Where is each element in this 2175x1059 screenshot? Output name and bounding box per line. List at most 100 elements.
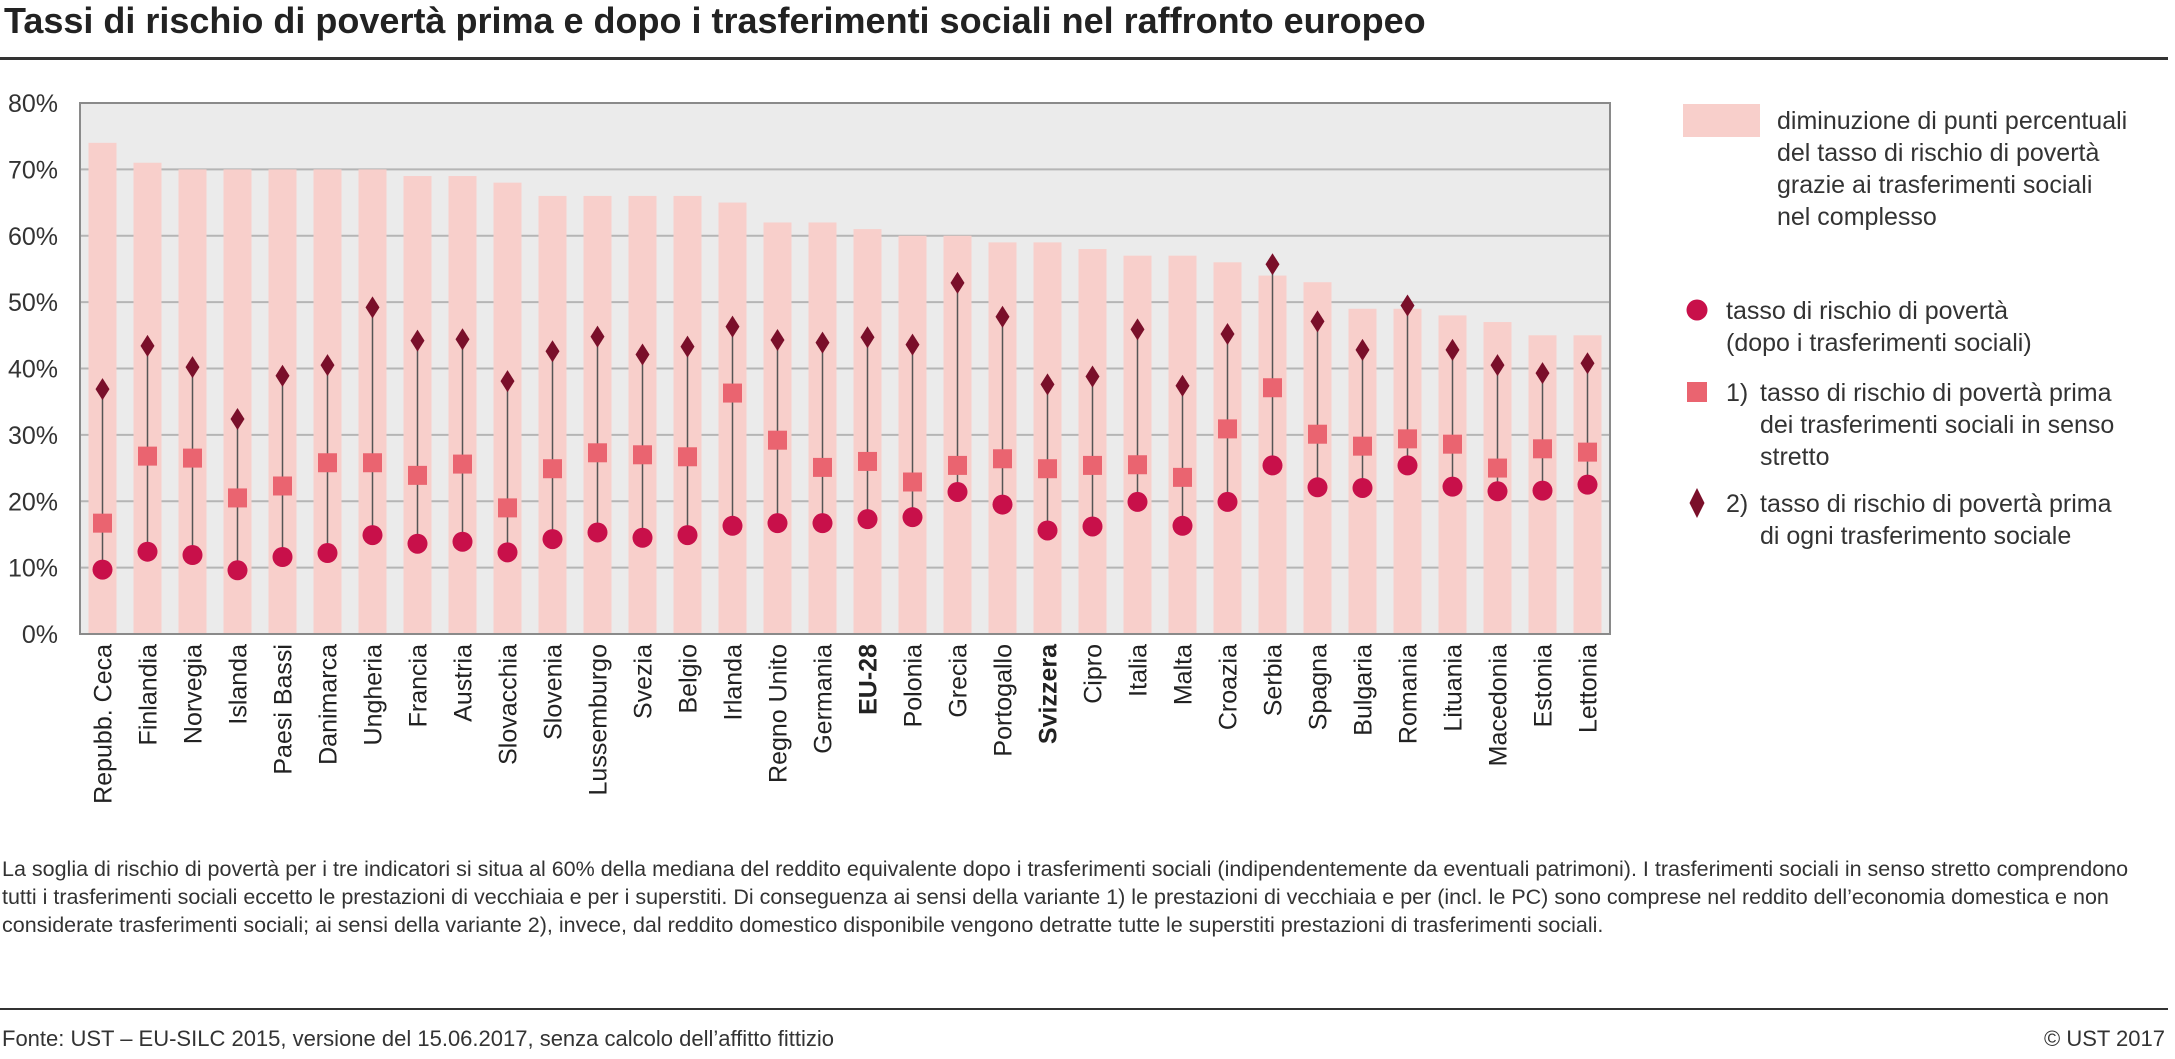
legend-circle-line: tasso di rischio di povertà — [1726, 297, 2009, 325]
title-rule — [0, 57, 2168, 60]
footnote: La soglia di rischio di povertà per i tr… — [2, 857, 2129, 937]
x-tick-label: Cipro — [1080, 644, 1108, 704]
circle-point — [317, 543, 338, 564]
legend-symbols — [1683, 104, 1760, 518]
diamond-point — [275, 364, 290, 387]
y-tick-label: 40% — [8, 356, 58, 384]
y-tick-label: 0% — [22, 621, 58, 649]
legend-bar-line: nel complesso — [1777, 203, 1937, 231]
square-point — [1263, 378, 1282, 398]
legend-bar-line: del tasso di rischio di povertà — [1777, 139, 2100, 167]
y-tick-label: 30% — [8, 422, 58, 450]
circle-point — [767, 513, 788, 534]
circle-point — [407, 533, 428, 554]
diamond-point — [1535, 362, 1550, 385]
square-point — [1353, 436, 1372, 456]
x-tick-label: Romania — [1395, 644, 1423, 744]
circle-point — [137, 541, 158, 562]
circle-point — [272, 547, 293, 568]
diamond-point — [500, 370, 515, 393]
legend-bar-swatch — [1683, 104, 1760, 137]
legend-circle-label: tasso di rischio di povertà (dopo i tras… — [1726, 295, 2032, 359]
diamond-point — [1400, 294, 1415, 317]
circle-point — [1442, 476, 1463, 497]
diamond-point — [635, 343, 650, 366]
diamond-point — [680, 335, 695, 358]
x-tick-label: Italia — [1125, 644, 1153, 697]
x-tick-label: Repubb. Ceca — [90, 644, 118, 804]
x-tick-label: Regno Unito — [765, 644, 793, 783]
source-text: Fonte: UST – EU-SILC 2015, versione del … — [2, 1026, 834, 1051]
x-axis: Repubb. Ceca Finlandia Norvegia Islanda Paes… — [90, 643, 1603, 804]
x-tick-label: Svizzera — [1035, 643, 1063, 744]
circle-point — [1172, 515, 1193, 536]
circle-point — [497, 542, 518, 563]
chart-area: 0% 10% 20% 30% 40% 50% 60% 70% 80% Repubb. Ceca F… — [8, 90, 1611, 804]
x-tick-label: Slovacchia — [495, 644, 523, 765]
circle-point — [1217, 491, 1238, 512]
circle-point — [677, 525, 698, 546]
diamond-point — [1040, 373, 1055, 396]
x-tick-label: Macedonia — [1485, 644, 1513, 766]
circle-point — [632, 527, 653, 548]
square-point — [1038, 459, 1057, 479]
diamond-point — [1445, 338, 1460, 361]
circle-point — [1262, 455, 1283, 476]
x-tick-label: Danimarca — [315, 644, 343, 765]
circle-point — [1352, 477, 1373, 498]
square-point — [453, 454, 472, 474]
square-point — [273, 476, 292, 496]
square-point — [948, 455, 967, 475]
circle-point — [182, 545, 203, 566]
x-tick-label: Svezia — [630, 644, 658, 719]
square-point — [1533, 439, 1552, 459]
diamond-point — [365, 296, 380, 319]
legend-bar-line: grazie ai trasferimenti sociali — [1777, 171, 2093, 199]
square-point — [1218, 419, 1237, 439]
diamond-point — [230, 407, 245, 430]
circle-point — [857, 509, 878, 530]
x-tick-label: Lituania — [1440, 644, 1468, 732]
square-point — [1488, 458, 1507, 478]
square-point — [723, 383, 742, 403]
circle-point — [1397, 455, 1418, 476]
circle-point — [452, 531, 473, 552]
legend-square-line: tasso di rischio di povertà prima — [1760, 379, 2112, 407]
square-point — [1308, 424, 1327, 444]
diamond-point — [1490, 354, 1505, 377]
legend-square-label: 1) tasso di rischio di povertà prima dei … — [1726, 377, 2114, 473]
y-tick-label: 70% — [8, 156, 58, 184]
diamond-point — [1580, 352, 1595, 375]
legend-square-number: 1) — [1726, 379, 1749, 407]
legend-square-symbol — [1687, 382, 1707, 402]
circle-point — [542, 529, 563, 550]
circle-point — [362, 525, 383, 546]
circle-point — [992, 494, 1013, 515]
square-point — [858, 451, 877, 471]
plot-frame — [79, 102, 1611, 635]
y-axis: 0% 10% 20% 30% 40% 50% 60% 70% 80% — [8, 90, 58, 649]
copyright-text: © UST 2017 — [2044, 1026, 2165, 1051]
x-tick-label: Belgio — [675, 644, 703, 714]
square-point — [1083, 455, 1102, 475]
diamond-point — [455, 328, 470, 351]
x-tick-label: EU-28 — [855, 644, 883, 715]
circle-point — [1487, 481, 1508, 502]
legend-bar-label: diminuzione di punti percentuali del tas… — [1777, 105, 2127, 233]
y-tick-label: 20% — [8, 488, 58, 516]
legend-circle-line: (dopo i trasferimenti sociali) — [1726, 329, 2032, 357]
square-point — [1398, 429, 1417, 449]
diamond-point — [725, 315, 740, 338]
y-tick-label: 10% — [8, 555, 58, 583]
diamond-point — [320, 354, 335, 377]
diamond-point — [995, 305, 1010, 328]
diamond-point — [1175, 374, 1190, 397]
circle-point — [1307, 477, 1328, 498]
x-tick-label: Ungheria — [360, 644, 388, 746]
diamond-point — [545, 340, 560, 363]
square-point — [993, 449, 1012, 469]
square-point — [363, 453, 382, 473]
diamond-point — [185, 356, 200, 379]
diamond-point — [860, 326, 875, 349]
x-tick-label: Irlanda — [720, 644, 748, 721]
